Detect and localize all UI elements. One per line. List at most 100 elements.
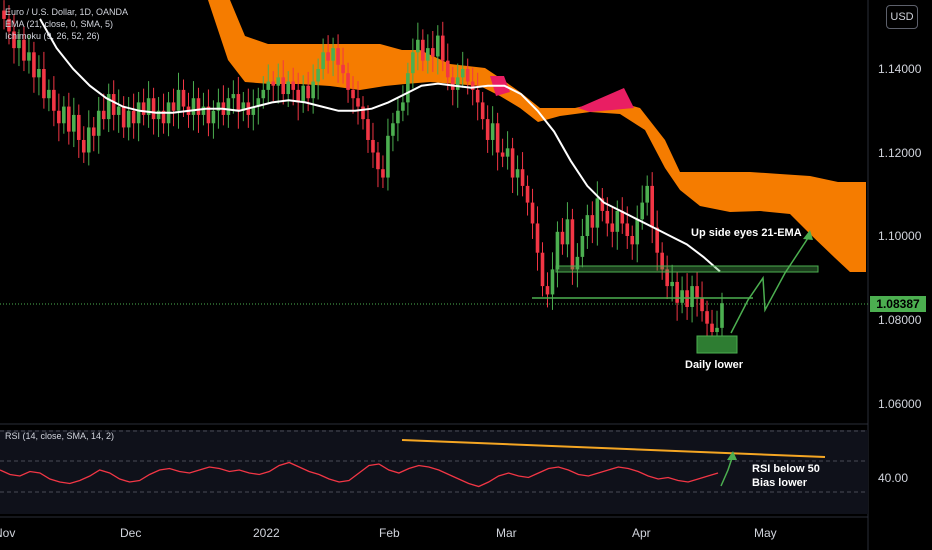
candle-bullish [680, 290, 684, 303]
rsi-legend: RSI (14, close, SMA, 14, 2) [5, 430, 114, 442]
candle-bullish [715, 327, 719, 333]
candle-bullish [690, 286, 694, 307]
candle-bearish [236, 94, 241, 111]
candle-bearish [665, 269, 669, 287]
candle-bearish [381, 169, 385, 178]
candle-bullish [27, 52, 31, 61]
candle-bullish [720, 303, 724, 328]
candle-bullish [645, 185, 650, 203]
candle-bullish [191, 98, 196, 115]
candle-bearish [630, 236, 635, 245]
candle-bearish [570, 219, 575, 270]
y-tick-label: 1.06000 [878, 397, 922, 411]
candle-bearish [605, 210, 610, 224]
candle-bearish [22, 39, 26, 61]
legend-ema[interactable]: EMA (21, close, 0, SMA, 5) [5, 19, 114, 29]
candle-bullish [266, 81, 271, 90]
candle-bearish [695, 286, 699, 299]
candle-bullish [96, 110, 101, 136]
projection-path [730, 234, 811, 334]
candle-bearish [296, 89, 300, 103]
candle-bullish [426, 48, 430, 61]
candle-bearish [610, 223, 615, 232]
candle-bearish [326, 52, 330, 61]
annotation-upside-text: Up side eyes 21-EMA [691, 227, 802, 239]
candle-bearish [540, 252, 545, 287]
candle-bearish [291, 81, 295, 90]
candle-bearish [361, 106, 365, 120]
candle-bearish [535, 223, 540, 253]
candle-bearish [161, 110, 166, 124]
candle-bearish [470, 81, 475, 90]
candle-bullish [455, 77, 460, 90]
x-tick-label: Dec [120, 526, 141, 540]
candle-bullish [460, 69, 465, 78]
candle-bullish [386, 135, 390, 178]
candle-bullish [231, 94, 236, 99]
x-tick-label: 2022 [253, 526, 280, 540]
candle-bearish [705, 311, 709, 324]
candle-bearish [440, 35, 445, 61]
candle-bearish [12, 31, 16, 49]
current-price-tag: 1.08387 [870, 296, 926, 312]
candle-bullish [86, 127, 91, 153]
candle-bullish [47, 89, 51, 99]
candle-bullish [391, 123, 395, 136]
candle-bullish [515, 169, 520, 178]
candle-bullish [435, 35, 440, 57]
candle-bearish [590, 215, 595, 228]
x-tick-label: Feb [379, 526, 400, 540]
candle-bearish [306, 85, 310, 99]
candle-bullish [550, 269, 555, 295]
legend-ichimoku[interactable]: Ichimoku (9, 26, 52, 26) [5, 31, 100, 41]
candle-bearish [520, 169, 525, 186]
ema-21-line [39, 18, 721, 273]
candle-bearish [101, 110, 106, 120]
candle-bearish [281, 77, 286, 95]
candle-bullish [211, 110, 216, 124]
candle-bullish [585, 215, 590, 236]
candle-bearish [171, 102, 176, 111]
projection-arrowhead [803, 230, 813, 240]
candle-bullish [555, 231, 560, 270]
candle-bearish [495, 123, 500, 153]
chart-legend: Euro / U.S. Dollar, 1D, OANDA EMA (21, c… [5, 6, 128, 42]
candle-bearish [431, 48, 435, 57]
candle-bullish [331, 48, 335, 61]
candle-bearish [57, 110, 61, 124]
candle-bullish [286, 81, 291, 95]
candle-bullish [62, 106, 66, 124]
candle-bearish [650, 185, 654, 228]
candle-bearish [111, 94, 116, 115]
candle-bearish [131, 110, 136, 124]
candle-bearish [376, 152, 380, 170]
candle-bearish [351, 89, 355, 99]
candle-bearish [42, 69, 46, 99]
support-zone-upper [555, 265, 819, 273]
legend-rsi[interactable]: RSI (14, close, SMA, 14, 2) [5, 431, 115, 441]
candle-bearish [91, 127, 96, 136]
legend-symbol[interactable]: Euro / U.S. Dollar, 1D, OANDA [5, 7, 129, 17]
candle-bullish [321, 52, 325, 69]
candle-bearish [525, 185, 530, 203]
candle-bullish [251, 106, 256, 115]
candle-bearish [76, 114, 81, 140]
currency-button[interactable]: USD [886, 5, 918, 29]
candle-bearish [366, 119, 370, 140]
candle-bearish [500, 152, 505, 157]
candle-bullish [406, 73, 410, 103]
candle-bullish [615, 210, 620, 232]
candle-bearish [655, 227, 659, 253]
candle-bullish [126, 110, 131, 128]
candle-bearish [336, 48, 340, 65]
candle-bullish [226, 98, 231, 115]
candle-bullish [311, 81, 315, 99]
daily-lower-box [696, 335, 738, 354]
candle-bullish [640, 202, 645, 220]
candle-bullish [176, 89, 181, 111]
candle-bearish [67, 106, 71, 132]
candle-bullish [256, 98, 261, 107]
candle-bearish [700, 298, 704, 312]
candle-bearish [371, 139, 375, 153]
